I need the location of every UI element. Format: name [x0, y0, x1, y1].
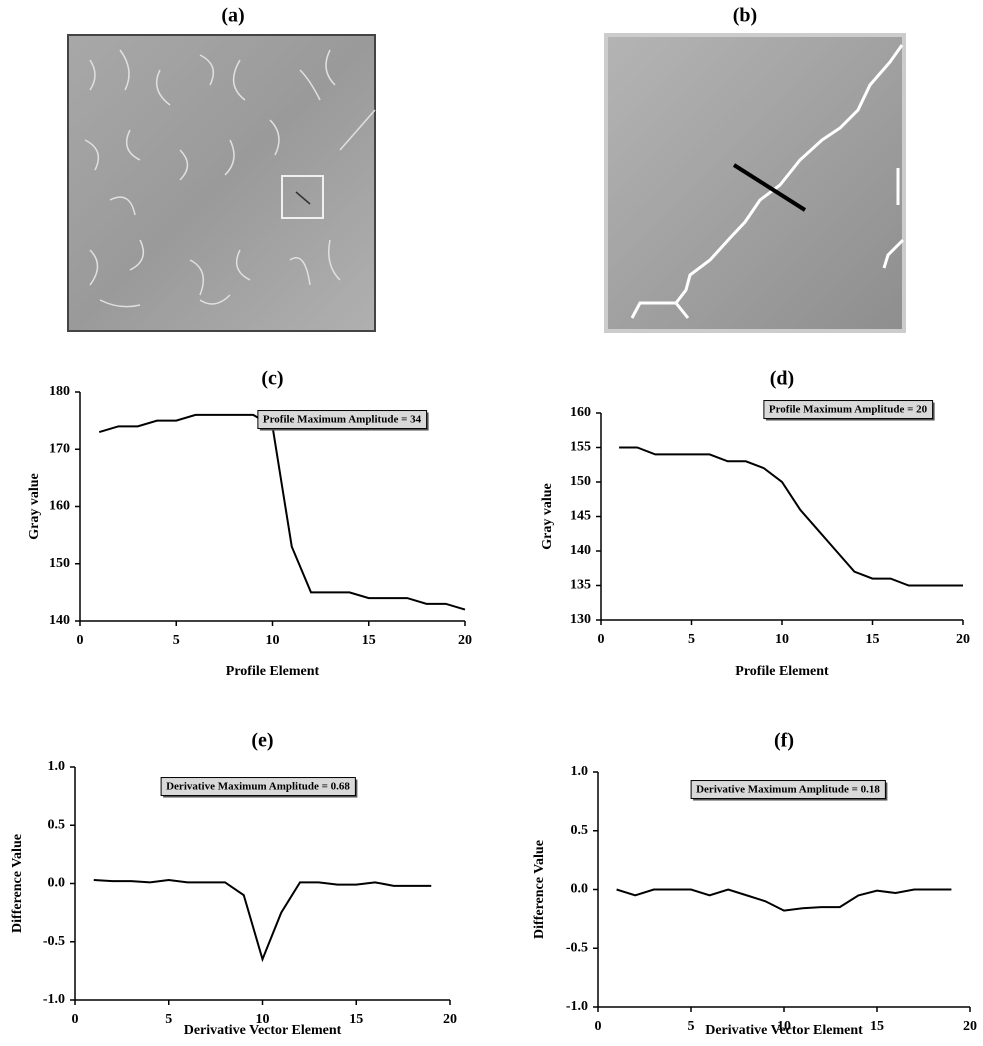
image-a: [68, 35, 375, 331]
annotation: Derivative Maximum Amplitude = 0.18: [696, 784, 880, 796]
y-tick-label: 180: [49, 384, 70, 399]
y-tick-label: 135: [570, 578, 591, 593]
y-axis-label: Gray value: [540, 483, 555, 550]
y-tick-label: 1.0: [571, 764, 589, 779]
chart-title: (d): [770, 368, 794, 390]
x-axis-label: Profile Element: [226, 664, 320, 679]
y-tick-label: 155: [570, 440, 591, 455]
data-line: [94, 880, 432, 959]
x-tick-label: 5: [688, 632, 695, 647]
y-tick-label: -1.0: [43, 992, 65, 1007]
y-tick-label: 150: [570, 474, 591, 489]
y-tick-label: 0.0: [571, 882, 589, 897]
x-tick-label: 0: [598, 632, 605, 647]
panel-title: (b): [733, 5, 757, 27]
annotation: Profile Maximum Amplitude = 34: [263, 414, 422, 426]
y-axis-label: Difference Value: [10, 834, 25, 933]
y-tick-label: 0.5: [48, 817, 66, 832]
x-tick-label: 10: [775, 632, 789, 647]
y-axis-label: Difference Value: [532, 840, 547, 939]
x-tick-label: 15: [349, 1012, 363, 1027]
y-tick-label: 160: [570, 405, 591, 420]
x-tick-label: 5: [688, 1019, 695, 1034]
y-tick-label: 140: [570, 543, 591, 558]
x-tick-label: 15: [362, 633, 376, 648]
panel-title: (a): [221, 5, 244, 27]
y-tick-label: -0.5: [566, 940, 588, 955]
x-tick-label: 20: [956, 632, 970, 647]
x-axis-label: Derivative Vector Element: [705, 1023, 863, 1038]
chart-title: (f): [774, 730, 794, 752]
y-tick-label: 160: [49, 499, 70, 514]
x-axis-label: Derivative Vector Element: [184, 1023, 342, 1038]
data-line: [99, 415, 465, 610]
y-tick-label: 1.0: [48, 759, 66, 774]
x-tick-label: 15: [866, 632, 880, 647]
y-tick-label: -0.5: [43, 934, 65, 949]
x-tick-label: 20: [458, 633, 472, 648]
x-tick-label: 0: [595, 1019, 602, 1034]
y-tick-label: 0.5: [571, 823, 589, 838]
y-tick-label: 150: [49, 556, 70, 571]
y-tick-label: -1.0: [566, 999, 588, 1014]
x-tick-label: 5: [165, 1012, 172, 1027]
y-tick-label: 0.0: [48, 876, 66, 891]
y-tick-label: 140: [49, 613, 70, 628]
data-line: [617, 890, 952, 911]
y-tick-label: 145: [570, 509, 591, 524]
y-tick-label: 170: [49, 441, 70, 456]
chart-title: (c): [261, 368, 283, 390]
x-tick-label: 0: [72, 1012, 79, 1027]
figure: (a) (b) (c)14015016017018005101520Profil…: [0, 0, 983, 1046]
chart-title: (e): [251, 730, 273, 752]
x-tick-label: 20: [443, 1012, 457, 1027]
y-tick-label: 130: [570, 612, 591, 627]
x-tick-label: 10: [266, 633, 280, 648]
data-line: [619, 448, 963, 586]
image-b: [606, 35, 904, 331]
annotation: Profile Maximum Amplitude = 20: [769, 404, 928, 416]
x-tick-label: 15: [870, 1019, 884, 1034]
y-axis-label: Gray value: [27, 473, 42, 540]
x-tick-label: 20: [963, 1019, 977, 1034]
annotation: Derivative Maximum Amplitude = 0.68: [166, 781, 350, 793]
x-axis-label: Profile Element: [735, 664, 829, 679]
x-tick-label: 5: [173, 633, 180, 648]
x-tick-label: 0: [77, 633, 84, 648]
